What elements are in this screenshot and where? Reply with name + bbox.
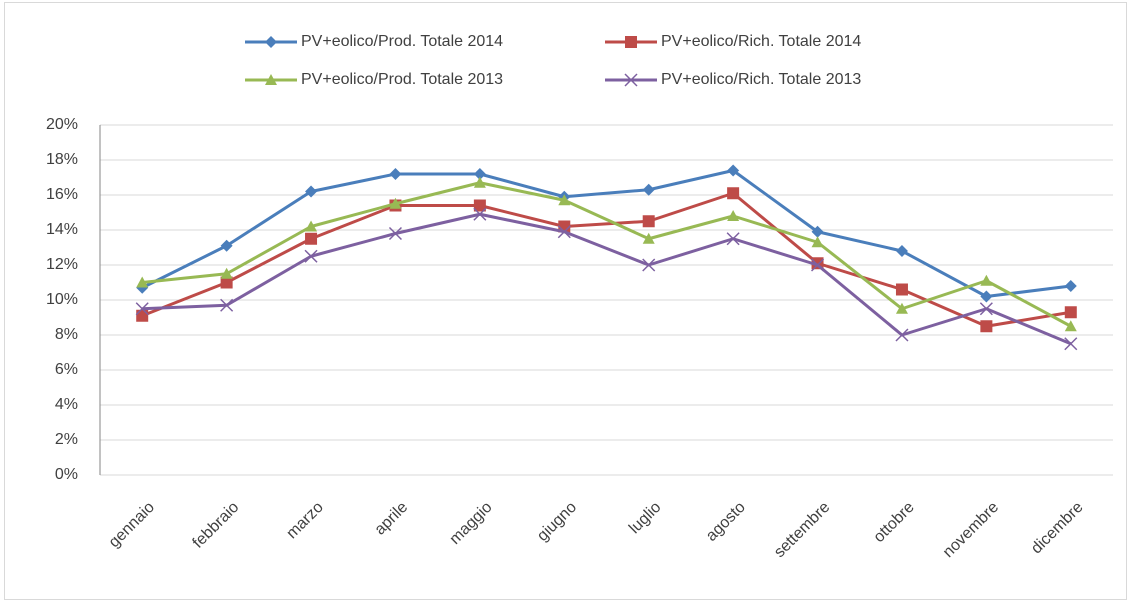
marker	[811, 258, 825, 272]
marker	[811, 236, 824, 248]
y-tick-label: 12%	[46, 256, 78, 273]
marker	[388, 226, 402, 241]
marker	[1064, 306, 1077, 319]
legend-label: PV+eolico/Prod. Totale 2013	[301, 71, 503, 88]
marker	[1064, 337, 1078, 351]
marker	[557, 225, 571, 239]
series-line	[142, 212, 1072, 346]
y-tick-label: 18%	[46, 151, 78, 168]
marker	[895, 245, 908, 257]
marker	[305, 232, 318, 245]
legend-label: PV+eolico/Rich. Totale 2013	[661, 71, 861, 88]
y-tick-label: 20%	[46, 116, 78, 133]
marker	[642, 232, 655, 244]
series	[136, 164, 1077, 303]
legend-marker	[265, 36, 277, 48]
marker	[304, 249, 318, 263]
marker	[642, 258, 656, 272]
marker	[473, 168, 486, 180]
marker	[895, 328, 909, 342]
legend-label: PV+eolico/Rich. Totale 2014	[661, 33, 861, 50]
y-tick-label: 2%	[55, 431, 78, 448]
series-line	[141, 169, 1071, 298]
y-tick-label: 8%	[55, 326, 78, 343]
marker	[727, 210, 740, 221]
marker	[389, 168, 402, 180]
legend-marker	[624, 73, 638, 87]
marker	[727, 187, 740, 200]
y-tick-label: 14%	[46, 221, 78, 238]
chart-frame	[4, 2, 1127, 600]
marker	[980, 274, 993, 286]
marker	[811, 225, 824, 238]
marker	[895, 283, 908, 296]
legend-marker	[265, 74, 277, 85]
marker	[220, 276, 233, 289]
marker	[389, 197, 402, 209]
marker	[136, 276, 149, 288]
legend-marker	[625, 36, 637, 48]
marker	[220, 267, 233, 279]
marker	[980, 290, 993, 303]
marker	[642, 183, 655, 196]
marker	[220, 239, 233, 252]
y-tick-label: 6%	[55, 361, 78, 378]
marker	[1064, 280, 1077, 292]
marker	[1064, 320, 1077, 332]
marker	[727, 164, 740, 177]
marker	[473, 207, 487, 221]
marker	[473, 176, 486, 188]
marker	[136, 309, 149, 322]
series-line	[142, 181, 1072, 328]
y-tick-label: 4%	[55, 396, 78, 413]
marker	[726, 232, 740, 246]
y-tick-label: 0%	[55, 466, 78, 483]
series	[136, 176, 1077, 332]
marker	[220, 298, 234, 312]
marker	[642, 215, 655, 228]
marker	[135, 302, 149, 316]
marker	[979, 302, 993, 316]
marker	[980, 320, 993, 333]
marker	[558, 194, 571, 206]
y-tick-label: 16%	[46, 186, 78, 203]
series-line	[141, 191, 1072, 328]
marker	[305, 220, 318, 232]
marker	[895, 302, 908, 314]
series	[135, 207, 1078, 351]
legend-label: PV+eolico/Prod. Totale 2014	[301, 33, 503, 50]
y-tick-label: 10%	[46, 291, 78, 308]
marker	[305, 185, 318, 198]
marker	[473, 199, 486, 212]
